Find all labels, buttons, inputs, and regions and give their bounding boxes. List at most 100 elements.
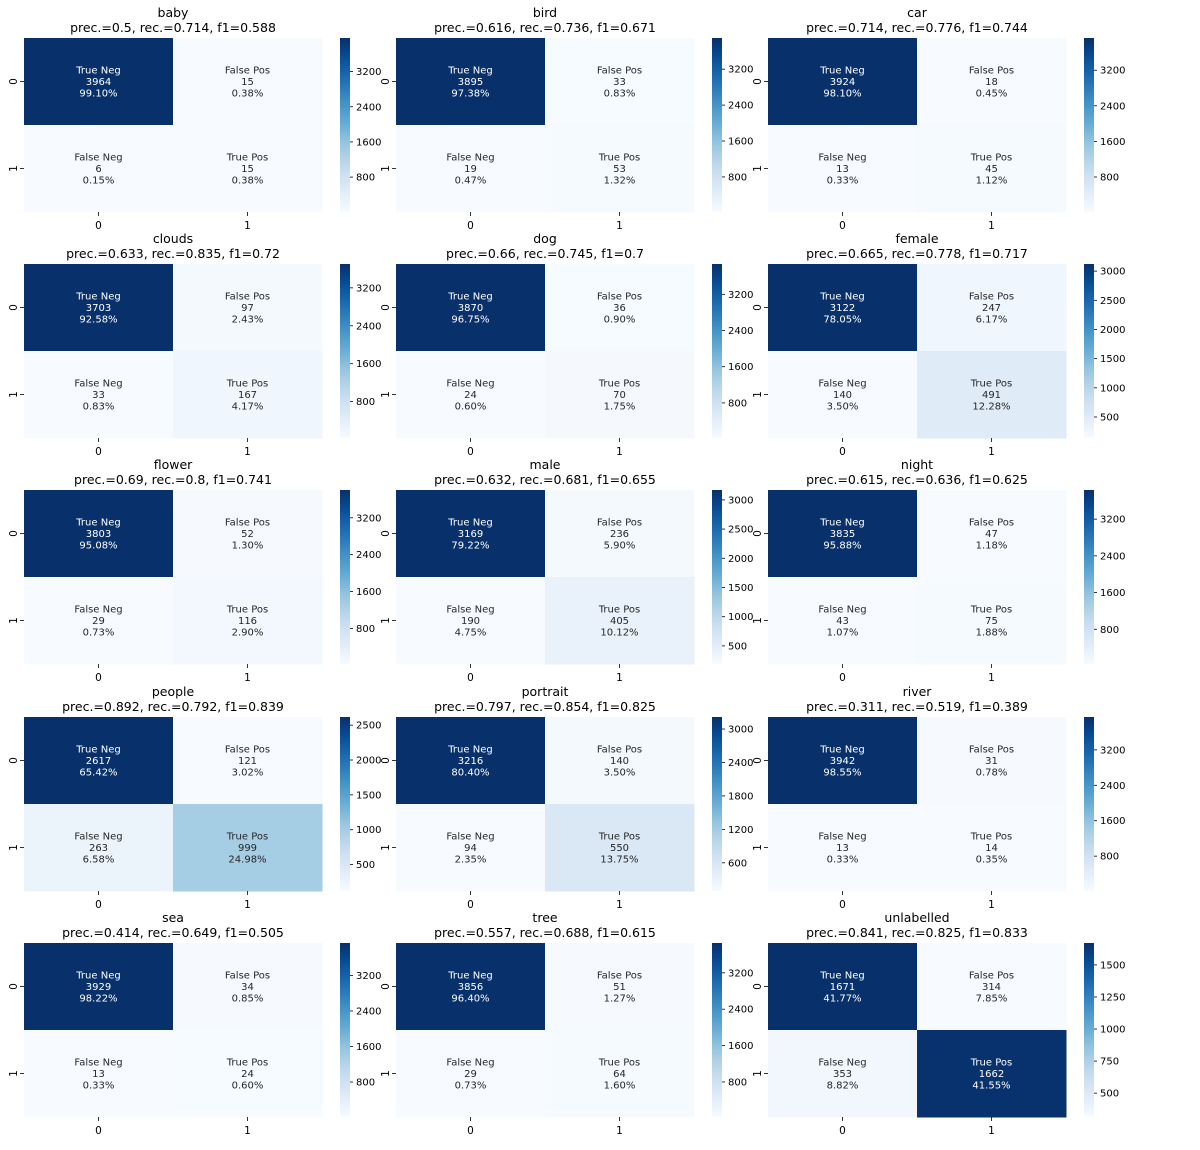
cell-count-label: 405 [610,616,629,627]
cell-label-label: True Pos [226,832,268,843]
cell-label-label: True Pos [226,379,268,390]
cell-percent-label: 78.05% [823,315,861,326]
chart-subtitle: prec.=0.414, rec.=0.649, f1=0.505 [62,925,284,940]
cell-percent-label: 1.32% [604,176,636,187]
colorbar-tick-label: 2400 [728,326,753,337]
cell-percent-label: 10.12% [600,628,638,639]
heatmap-cell [24,38,174,126]
heatmap-cell [396,717,546,805]
cell-percent-label: 99.10% [79,89,117,100]
x-tick-label: 1 [988,899,995,911]
cell-percent-label: 0.73% [455,1081,487,1092]
colorbar-tick-label: 1500 [1100,354,1125,365]
colorbar-tick-label: 2400 [356,1006,381,1017]
x-tick-label: 0 [839,446,846,458]
colorbar [712,264,722,438]
heatmap-cell [545,38,695,126]
chart-subtitle: prec.=0.5, rec.=0.714, f1=0.588 [70,20,276,35]
colorbar-tick-label: 500 [356,860,375,871]
cell-label-label: False Pos [969,292,1014,303]
cell-label-label: True Pos [970,605,1012,616]
chart-subtitle: prec.=0.714, rec.=0.776, f1=0.744 [806,20,1028,35]
cell-count-label: 14 [985,843,998,854]
x-tick-label: 1 [616,220,623,232]
colorbar [712,943,722,1117]
cell-count-label: 45 [985,164,998,175]
heatmap-cell [917,804,1067,892]
heatmap-cell [545,577,695,665]
cell-label-label: False Pos [597,292,642,303]
cell-count-label: 116 [238,616,257,627]
x-tick-label: 0 [839,220,846,232]
cell-percent-label: 5.90% [604,541,636,552]
colorbar-tick-label: 1600 [728,137,753,148]
y-tick-label: 1 [752,165,764,172]
x-tick-label: 1 [988,220,995,232]
chart-title: car [907,5,928,20]
colorbar-tick-label: 800 [728,1077,747,1088]
cell-label-label: False Neg [74,832,122,843]
cell-label-label: True Pos [226,1058,268,1069]
cell-count-label: 3870 [458,303,483,314]
colorbar-tick-label: 3200 [356,971,381,982]
colorbar-tick-label: 1250 [1100,992,1125,1003]
x-tick-label: 0 [95,220,102,232]
colorbar-tick-label: 800 [356,1078,375,1089]
chart-subtitle: prec.=0.633, rec.=0.835, f1=0.72 [66,246,280,261]
cell-percent-label: 0.15% [83,176,115,187]
colorbar-tick-label: 500 [1100,1089,1119,1100]
heatmap-cell [173,38,323,126]
cell-count-label: 53 [613,164,626,175]
y-tick-label: 0 [380,78,392,85]
cell-count-label: 29 [92,616,105,627]
cell-label-label: True Neg [447,745,492,756]
x-tick-label: 0 [95,672,102,684]
y-tick-label: 0 [8,78,20,85]
cell-label-label: True Neg [447,971,492,982]
chart-subtitle: prec.=0.311, rec.=0.519, f1=0.389 [806,699,1028,714]
cell-label-label: False Neg [818,1058,866,1069]
chart-title: portrait [522,684,569,699]
heatmap-cell [24,351,174,439]
y-tick-label: 1 [380,391,392,398]
cell-count-label: 140 [833,390,852,401]
colorbar-tick-label: 1000 [356,825,381,836]
cell-percent-label: 96.75% [451,315,489,326]
colorbar-tick-label: 1800 [728,791,753,802]
cell-count-label: 52 [241,529,254,540]
cell-label-label: False Neg [818,605,866,616]
cell-percent-label: 1.60% [604,1081,636,1092]
cell-count-label: 29 [464,1069,477,1080]
cell-count-label: 3216 [458,756,483,767]
cell-percent-label: 3.50% [604,768,636,779]
colorbar-tick-label: 1600 [356,1042,381,1053]
heatmap-cell [173,264,323,352]
colorbar-tick-label: 500 [728,641,747,652]
cell-percent-label: 1.12% [976,176,1008,187]
cell-label-label: True Pos [598,1058,640,1069]
cell-percent-label: 41.55% [972,1081,1010,1092]
cell-count-label: 3169 [458,529,483,540]
y-tick-label: 1 [380,1070,392,1077]
colorbar [1084,264,1094,438]
cell-percent-label: 0.90% [604,315,636,326]
cell-count-label: 1671 [830,982,855,993]
y-tick-label: 1 [8,391,20,398]
cell-percent-label: 0.60% [232,1081,264,1092]
cell-label-label: True Neg [447,518,492,529]
cell-count-label: 353 [833,1069,852,1080]
colorbar [712,38,722,212]
cell-percent-label: 79.22% [451,541,489,552]
cell-percent-label: 1.18% [976,541,1008,552]
chart-title: flower [154,457,193,472]
heatmap-cell [24,264,174,352]
heatmap-cell [768,351,918,439]
cell-count-label: 3924 [830,77,855,88]
cell-label-label: True Pos [598,605,640,616]
cell-count-label: 1662 [979,1069,1004,1080]
y-tick-label: 0 [752,78,764,85]
cell-percent-label: 97.38% [451,89,489,100]
cell-count-label: 3856 [458,982,483,993]
